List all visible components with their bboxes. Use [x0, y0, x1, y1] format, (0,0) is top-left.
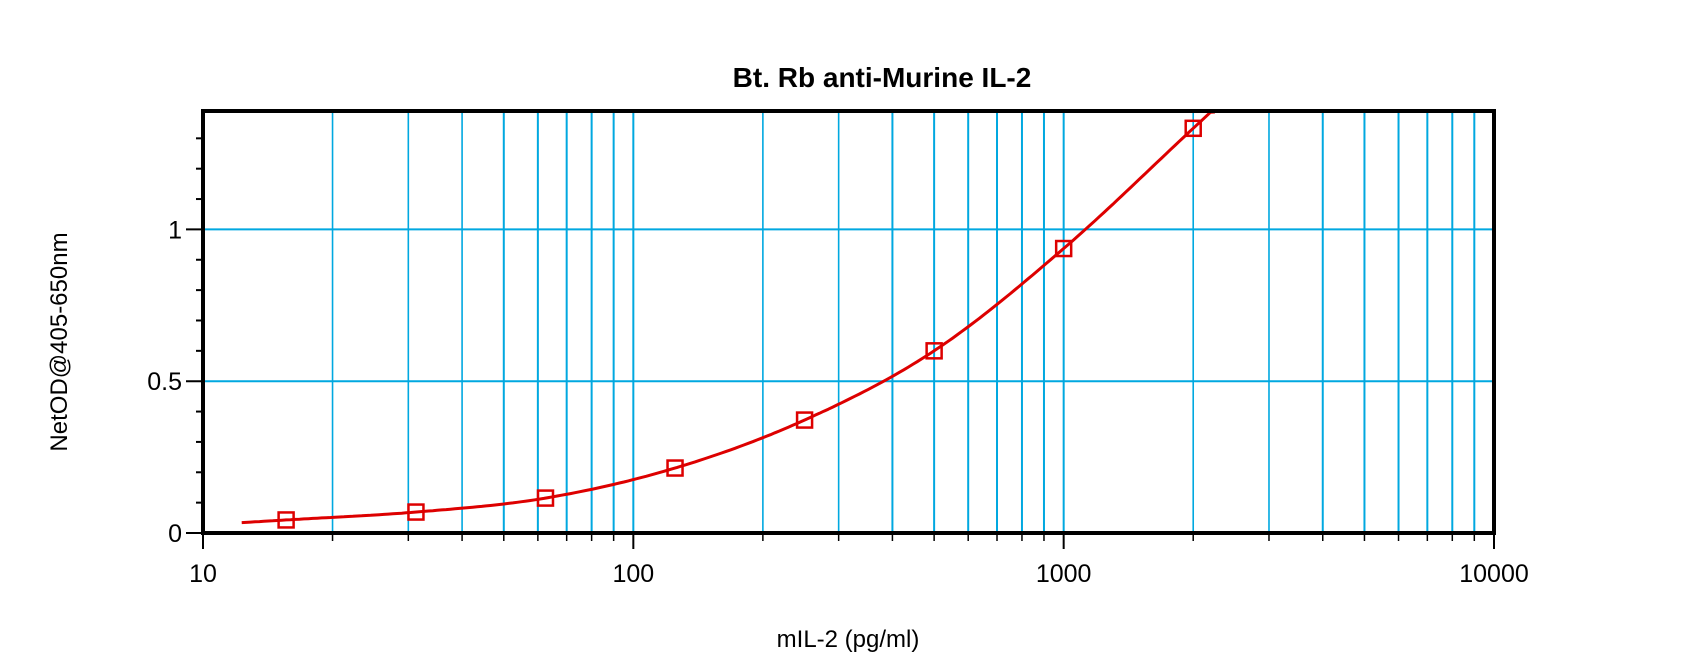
y-tick-label: 1 — [168, 216, 182, 244]
data-point-marker — [277, 511, 295, 529]
data-point-marker — [795, 411, 814, 429]
data-point-marker — [1184, 119, 1202, 138]
y-tick-label: 0 — [168, 520, 182, 548]
x-tick-label: 1000 — [1036, 560, 1092, 588]
tick-marks — [186, 137, 1495, 549]
data-point-marker — [666, 459, 684, 477]
data-point-marker — [1054, 239, 1073, 258]
data-point-marker — [925, 342, 943, 360]
tick-labels: 0 0.5 1 10 100 1000 10000 — [147, 216, 1529, 588]
y-tick-label: 0.5 — [147, 368, 182, 396]
chart-title: Bt. Rb anti-Murine IL-2 — [733, 62, 1032, 93]
x-tick-label: 10 — [189, 560, 217, 588]
data-markers — [277, 119, 1202, 529]
fitted-curve — [241, 110, 1215, 525]
grid-lines — [203, 111, 1494, 533]
data-point-marker — [536, 489, 555, 507]
data-point-marker — [407, 503, 425, 521]
axes — [201, 109, 1496, 535]
y-axis-label: NetOD@405-650nm — [46, 232, 73, 451]
x-tick-label: 100 — [612, 560, 654, 588]
plot-frame — [201, 109, 1496, 535]
x-tick-label: 10000 — [1459, 560, 1529, 588]
x-axis-label: mIL-2 (pg/ml) — [777, 626, 920, 653]
curve-line — [241, 110, 1215, 525]
